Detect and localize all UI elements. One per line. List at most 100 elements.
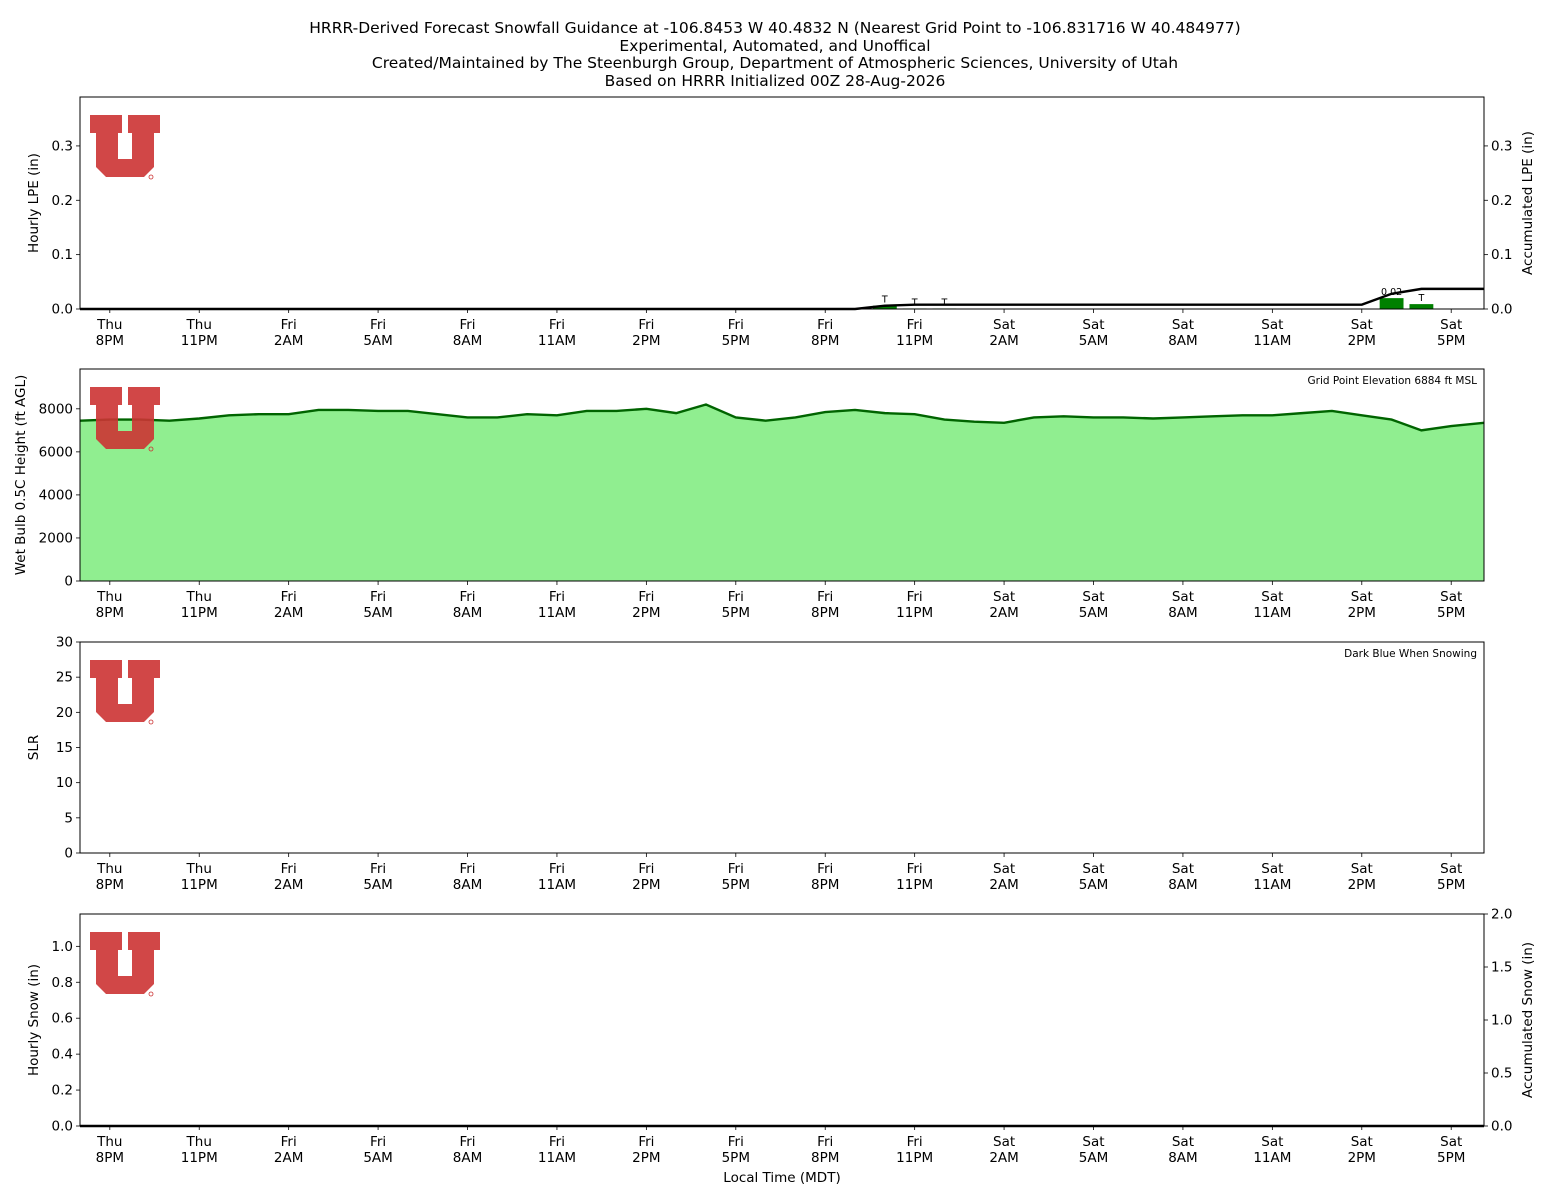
x-tick-label-time: 2AM	[274, 605, 303, 621]
y-tick-label: 0.0	[52, 1119, 73, 1135]
x-tick-label-day: Fri	[549, 861, 565, 877]
slr-panel: Dark Blue When Snowing 0 5 10 15 20 25 30 SLR Thu…	[26, 635, 1485, 893]
x-tick-label-day: Fri	[728, 1134, 744, 1150]
x-tick-label-day: Fri	[370, 1134, 386, 1150]
panel-annotation: Grid Point Elevation 6884 ft MSL	[1308, 375, 1478, 387]
y-axis-label: Hourly LPE (in)	[26, 153, 42, 253]
x-tick-label-day: Fri	[281, 1134, 297, 1150]
x-tick-label-time: 2AM	[989, 877, 1018, 893]
x-tick-label-day: Sat	[993, 589, 1015, 605]
x-tick-label-time: 5PM	[1437, 1150, 1465, 1166]
x-tick-label-time: 2PM	[632, 877, 660, 893]
y-tick-label: 30	[56, 635, 73, 651]
x-tick-label-time: 5PM	[722, 1150, 750, 1166]
x-tick-label-day: Fri	[817, 589, 833, 605]
x-tick-label-time: 11AM	[1253, 605, 1291, 621]
x-tick-label-day: Sat	[993, 861, 1015, 877]
y-axis-label: SLR	[26, 735, 42, 760]
x-tick-label-day: Fri	[638, 589, 654, 605]
x-tick-label-time: 8PM	[96, 333, 124, 349]
university-of-utah-logo	[90, 387, 160, 452]
x-tick-label-day: Sat	[1082, 1134, 1104, 1150]
x-tick-label-time: 2PM	[1348, 877, 1376, 893]
title-line-2: Experimental, Automated, and Unoffical	[619, 36, 931, 55]
x-tick-label-time: 8AM	[1168, 877, 1197, 893]
y-right-tick-label: 0.2	[1491, 193, 1512, 209]
x-tick-label-time: 5AM	[363, 605, 392, 621]
y-tick-label: 5	[64, 810, 73, 826]
logo-u-shape	[90, 932, 160, 994]
x-tick-label-day: Sat	[993, 1134, 1015, 1150]
y-right-tick-label: 0.5	[1491, 1066, 1512, 1082]
x-tick-label-time: 11AM	[1253, 877, 1291, 893]
logo-registered-mark	[148, 719, 154, 725]
x-tick-label-day: Fri	[459, 589, 475, 605]
x-tick-label-day: Sat	[1261, 861, 1283, 877]
panel-annotation: Dark Blue When Snowing	[1344, 648, 1477, 660]
x-tick-label-time: 2AM	[274, 1150, 303, 1166]
x-tick-label-time: 5AM	[1079, 605, 1108, 621]
x-tick-label-time: 8PM	[811, 877, 839, 893]
x-tick-label-day: Fri	[817, 317, 833, 333]
x-tick-label-day: Sat	[1261, 1134, 1283, 1150]
logo-registered-mark	[148, 446, 154, 452]
x-tick-label-day: Fri	[281, 861, 297, 877]
x-tick-label-time: 2AM	[274, 877, 303, 893]
x-tick-label-time: 5AM	[363, 877, 392, 893]
accumulated-line	[80, 287, 1484, 311]
x-tick-label-day: Fri	[638, 861, 654, 877]
x-tick-label-day: Sat	[1172, 589, 1194, 605]
x-tick-label-time: 8AM	[453, 333, 482, 349]
x-tick-label-time: 8PM	[96, 1150, 124, 1166]
x-tick-label-time: 11AM	[1253, 333, 1291, 349]
y-tick-label: 8000	[39, 401, 73, 417]
x-tick-label-day: Thu	[186, 589, 212, 605]
hourly-bar-label: T	[881, 295, 888, 306]
x-tick-label-time: 2PM	[632, 1150, 660, 1166]
y-right-tick-label: 0.1	[1491, 247, 1512, 263]
x-tick-label-time: 5PM	[1437, 333, 1465, 349]
y-tick-label: 0.4	[52, 1047, 73, 1063]
x-tick-label-time: 11PM	[896, 333, 933, 349]
y-tick-label: 4000	[39, 487, 73, 503]
y-tick-label: 0.1	[52, 247, 73, 263]
x-tick-label-day: Thu	[96, 861, 122, 877]
x-tick-label-day: Thu	[186, 1134, 212, 1150]
y-axis-label: Hourly Snow (in)	[26, 964, 42, 1076]
y-tick-label: 0	[64, 574, 73, 590]
x-tick-label-time: 11PM	[181, 877, 218, 893]
x-tick-label-time: 11PM	[896, 605, 933, 621]
title-line-1: HRRR-Derived Forecast Snowfall Guidance …	[309, 19, 1241, 37]
y-tick-label: 0.3	[52, 138, 73, 154]
x-tick-label-day: Thu	[96, 1134, 122, 1150]
y-tick-label: 6000	[39, 444, 73, 460]
x-tick-label-day: Fri	[281, 317, 297, 333]
x-tick-label-day: Thu	[96, 317, 122, 333]
x-tick-label-day: Sat	[1351, 1134, 1373, 1150]
y-tick-label: 0	[64, 846, 73, 862]
x-tick-label-time: 11AM	[538, 877, 576, 893]
y-tick-label: 0.2	[52, 193, 73, 209]
y-tick-label: 15	[56, 740, 73, 756]
x-tick-label-day: Sat	[1440, 861, 1462, 877]
x-tick-label-day: Sat	[1082, 317, 1104, 333]
x-tick-label-time: 8AM	[453, 605, 482, 621]
x-tick-label-day: Sat	[1261, 589, 1283, 605]
x-tick-label-time: 11PM	[181, 333, 218, 349]
axes-frame	[79, 368, 1485, 582]
y-right-tick-label: 1.5	[1491, 960, 1512, 976]
x-tick-label-time: 2PM	[632, 605, 660, 621]
x-tick-label-time: 8PM	[96, 877, 124, 893]
y-tick-label: 0.6	[52, 1011, 73, 1027]
y-right-axis-label: Accumulated LPE (in)	[1520, 131, 1536, 275]
x-tick-label-time: 5PM	[1437, 877, 1465, 893]
x-tick-label-day: Fri	[281, 589, 297, 605]
y-tick-label: 0.8	[52, 975, 73, 991]
x-tick-label-day: Fri	[459, 317, 475, 333]
x-tick-label-day: Fri	[549, 589, 565, 605]
x-tick-label-day: Fri	[370, 861, 386, 877]
x-tick-label-day: Sat	[1261, 317, 1283, 333]
hourly-bar	[1379, 298, 1404, 309]
x-tick-label-time: 5AM	[1079, 333, 1108, 349]
x-tick-label-day: Fri	[728, 317, 744, 333]
